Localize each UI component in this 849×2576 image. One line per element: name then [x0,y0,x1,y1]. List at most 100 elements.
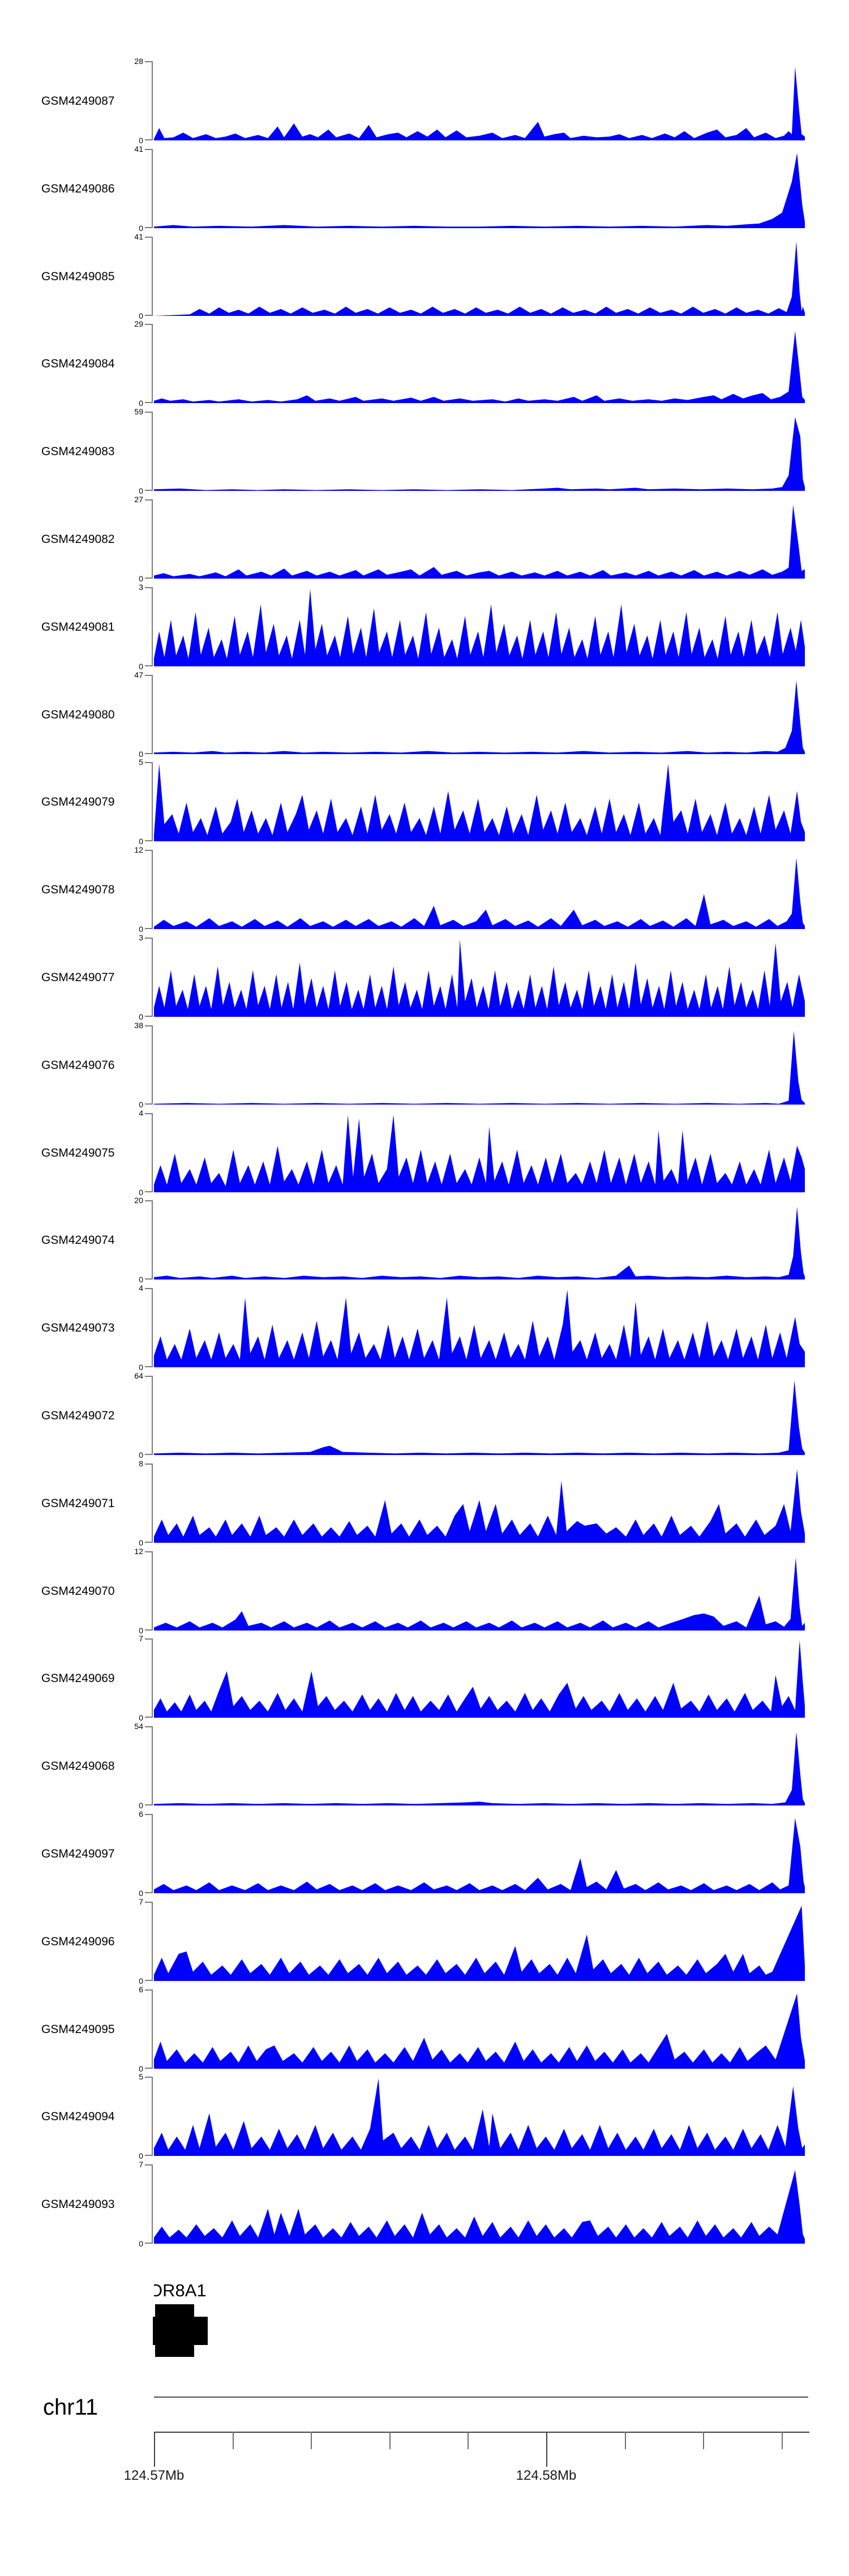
y-axis-bracket [145,1200,153,1280]
track-label: GSM4249073 [41,1321,115,1334]
axis-minor-tick [625,2432,626,2449]
y-axis-bracket [145,762,153,841]
axis-minor-tick [703,2432,704,2449]
signal-track-row: GSM4249096 7 0 [0,1898,849,1985]
y-max-label: 28 [134,57,143,66]
y-zero-label: 0 [139,1801,143,1810]
signal-track-row: GSM4249087 28 0 [0,57,849,144]
y-max-label: 3 [139,933,143,942]
signal-area [154,1030,805,1105]
track-label: GSM4249085 [41,270,115,283]
y-zero-label: 0 [139,1538,143,1547]
y-zero-label: 0 [139,837,143,846]
y-zero-label: 0 [139,486,143,495]
track-label: GSM4249087 [41,95,115,108]
y-zero-label: 0 [139,2239,143,2248]
y-zero-label: 0 [139,311,143,320]
y-axis-bracket [145,237,153,316]
axis-minor-tick [782,2432,783,2449]
signal-area [154,1818,805,1893]
signal-track-row: GSM4249094 5 0 [0,2073,849,2160]
y-zero-label: 0 [139,1450,143,1460]
y-max-label: 3 [139,583,143,592]
signal-area [154,858,805,929]
signal-track-row: GSM4249075 4 0 [0,1109,849,1196]
y-zero-label: 0 [139,1275,143,1284]
track-label: GSM4249080 [41,708,115,721]
y-zero-label: 0 [139,1713,143,1722]
track-label: GSM4249097 [41,1847,115,1860]
signal-area [154,66,805,140]
y-max-label: 29 [134,319,143,328]
signal-area [154,1557,805,1631]
y-zero-label: 0 [139,750,143,759]
y-zero-label: 0 [139,1889,143,1898]
y-zero-label: 0 [139,2064,143,2073]
signal-area [154,589,805,666]
signal-track-row: GSM4249086 41 0 [0,145,849,232]
y-max-label: 6 [139,1809,143,1818]
signal-track-row: GSM4249080 47 0 [0,671,849,758]
y-axis-bracket [145,1288,153,1367]
signal-area [154,2078,805,2156]
y-zero-label: 0 [139,1363,143,1372]
gene-exon-rect [153,2317,208,2345]
track-label: GSM4249074 [41,1234,115,1247]
signal-area [154,2170,805,2244]
y-zero-label: 0 [139,574,143,583]
y-zero-label: 0 [139,2151,143,2160]
y-max-label: 59 [134,407,143,416]
signal-track-row: GSM4249077 3 0 [0,934,849,1021]
signal-area [154,331,805,403]
track-label: GSM4249069 [41,1672,115,1685]
signal-area [154,1380,805,1455]
y-axis-bracket [145,1902,153,1981]
y-max-label: 7 [139,1634,143,1643]
axis-major-tick [154,2432,155,2467]
y-zero-label: 0 [139,1012,143,1021]
signal-area [154,1640,805,1718]
signal-area [154,241,805,316]
y-axis-bracket [145,1113,153,1192]
y-max-label: 54 [134,1722,143,1731]
signal-area [154,939,805,1017]
y-axis-bracket [145,1376,153,1455]
y-zero-label: 0 [139,136,143,145]
signal-area [154,1469,805,1543]
ideogram-line [154,2397,808,2398]
track-label: GSM4249082 [41,533,115,546]
axis-tick-label: 124.58Mb [516,2468,577,2483]
y-axis-bracket [145,149,153,228]
y-axis-bracket [145,412,153,491]
axis-major-tick [546,2432,547,2467]
signal-area [154,417,805,491]
y-axis-bracket [145,1814,153,1893]
track-label: GSM4249079 [41,795,115,808]
y-max-label: 4 [139,1109,143,1118]
signal-area [154,1906,805,1981]
y-max-label: 8 [139,1459,143,1468]
y-max-label: 5 [139,758,143,767]
signal-track-row: GSM4249083 59 0 [0,408,849,495]
axis-minor-tick [233,2432,234,2449]
track-label: GSM4249086 [41,182,115,195]
signal-track-row: GSM4249084 29 0 [0,320,849,407]
y-max-label: 7 [139,2160,143,2169]
track-label: GSM4249094 [41,2110,115,2123]
signal-area [154,1290,805,1367]
track-label: GSM4249076 [41,1059,115,1072]
axis-minor-tick [311,2432,312,2449]
signal-track-row: GSM4249076 38 0 [0,1021,849,1109]
track-label: GSM4249078 [41,883,115,896]
signal-track-row: GSM4249095 6 0 [0,1985,849,2073]
y-max-label: 12 [134,1547,143,1556]
signal-track-row: GSM4249074 20 0 [0,1196,849,1284]
signal-track-row: GSM4249070 12 0 [0,1547,849,1634]
y-max-label: 27 [134,495,143,504]
y-max-label: 6 [139,1985,143,1994]
signal-area [154,1206,805,1280]
track-label: GSM4249077 [41,971,115,984]
y-axis-bracket [145,1464,153,1543]
y-axis-bracket [145,1726,153,1805]
